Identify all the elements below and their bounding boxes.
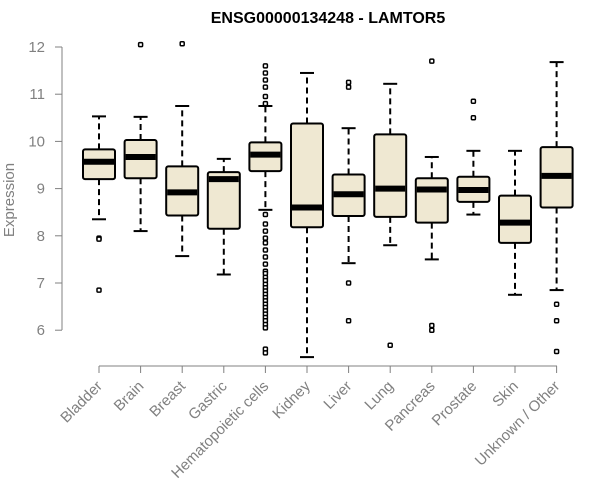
box-group — [165, 40, 200, 258]
box-iqr — [414, 177, 449, 224]
y-axis-ticks: 6 7 8 9 10 11 12 — [28, 39, 62, 339]
outlier-point — [262, 228, 269, 234]
outlier-point — [262, 350, 269, 356]
box-group — [498, 149, 532, 296]
y-tick-label: 11 — [29, 86, 45, 103]
outlier-point — [470, 98, 477, 105]
box-group — [331, 79, 366, 324]
outlier-point — [553, 318, 560, 324]
outlier-point — [262, 84, 269, 90]
outlier-point — [96, 287, 102, 293]
outlier-point — [262, 93, 269, 100]
box-group — [82, 115, 116, 293]
outlier-point — [262, 63, 269, 69]
box-iqr — [206, 171, 241, 230]
x-tick-label: Breast — [146, 377, 189, 420]
outlier-point — [470, 115, 477, 121]
outlier-point — [262, 261, 269, 267]
outlier-point — [429, 322, 435, 329]
y-tick-label: 10 — [28, 133, 45, 150]
outlier-point — [345, 79, 352, 86]
x-tick-label: Liver — [320, 378, 355, 413]
outlier-point — [345, 84, 352, 90]
outlier-point — [262, 254, 269, 260]
y-tick-label: 7 — [37, 275, 45, 292]
box-iqr — [290, 122, 324, 229]
box-group — [123, 41, 158, 233]
x-tick-label: Kidney — [269, 377, 314, 422]
box-group — [206, 157, 241, 276]
outlier-point — [345, 318, 352, 324]
outlier-point — [262, 240, 269, 246]
outlier-point — [553, 301, 560, 307]
outlier-point — [262, 70, 269, 76]
plot-area — [82, 40, 574, 359]
outlier-point — [96, 236, 102, 242]
box-group — [373, 82, 408, 349]
y-tick-label: 12 — [28, 39, 45, 56]
outlier-point — [553, 348, 560, 355]
box-iqr — [373, 133, 408, 218]
x-tick-label: Prostate — [429, 378, 481, 430]
x-tick-label: Bladder — [57, 378, 106, 427]
outlier-point — [262, 247, 269, 253]
x-tick-label: Brain — [111, 378, 148, 415]
box-group — [290, 71, 324, 359]
box-group — [414, 58, 449, 333]
outlier-point — [387, 342, 393, 349]
outlier-point — [137, 41, 144, 48]
y-tick-label: 8 — [37, 228, 45, 245]
box-group — [248, 63, 283, 356]
x-tick-label: Lung — [361, 378, 397, 414]
outlier-point — [262, 77, 269, 83]
outlier-point — [262, 325, 269, 331]
chart-title: ENSG00000134248 - LAMTOR5 — [211, 10, 446, 27]
y-tick-label: 9 — [37, 181, 45, 198]
outlier-point — [429, 58, 435, 64]
outlier-point — [345, 280, 352, 286]
outlier-point — [262, 211, 269, 218]
box-iqr — [498, 194, 532, 244]
outlier-point — [179, 40, 185, 47]
outlier-point — [262, 235, 269, 241]
y-tick-label: 6 — [37, 322, 45, 339]
y-axis-label: Expression — [1, 163, 18, 237]
outlier-point — [262, 100, 269, 107]
x-tick-label: Skin — [489, 378, 522, 411]
box-group — [456, 98, 491, 216]
outlier-point — [262, 221, 269, 227]
outlier-point — [429, 327, 435, 333]
box-group — [539, 61, 574, 355]
